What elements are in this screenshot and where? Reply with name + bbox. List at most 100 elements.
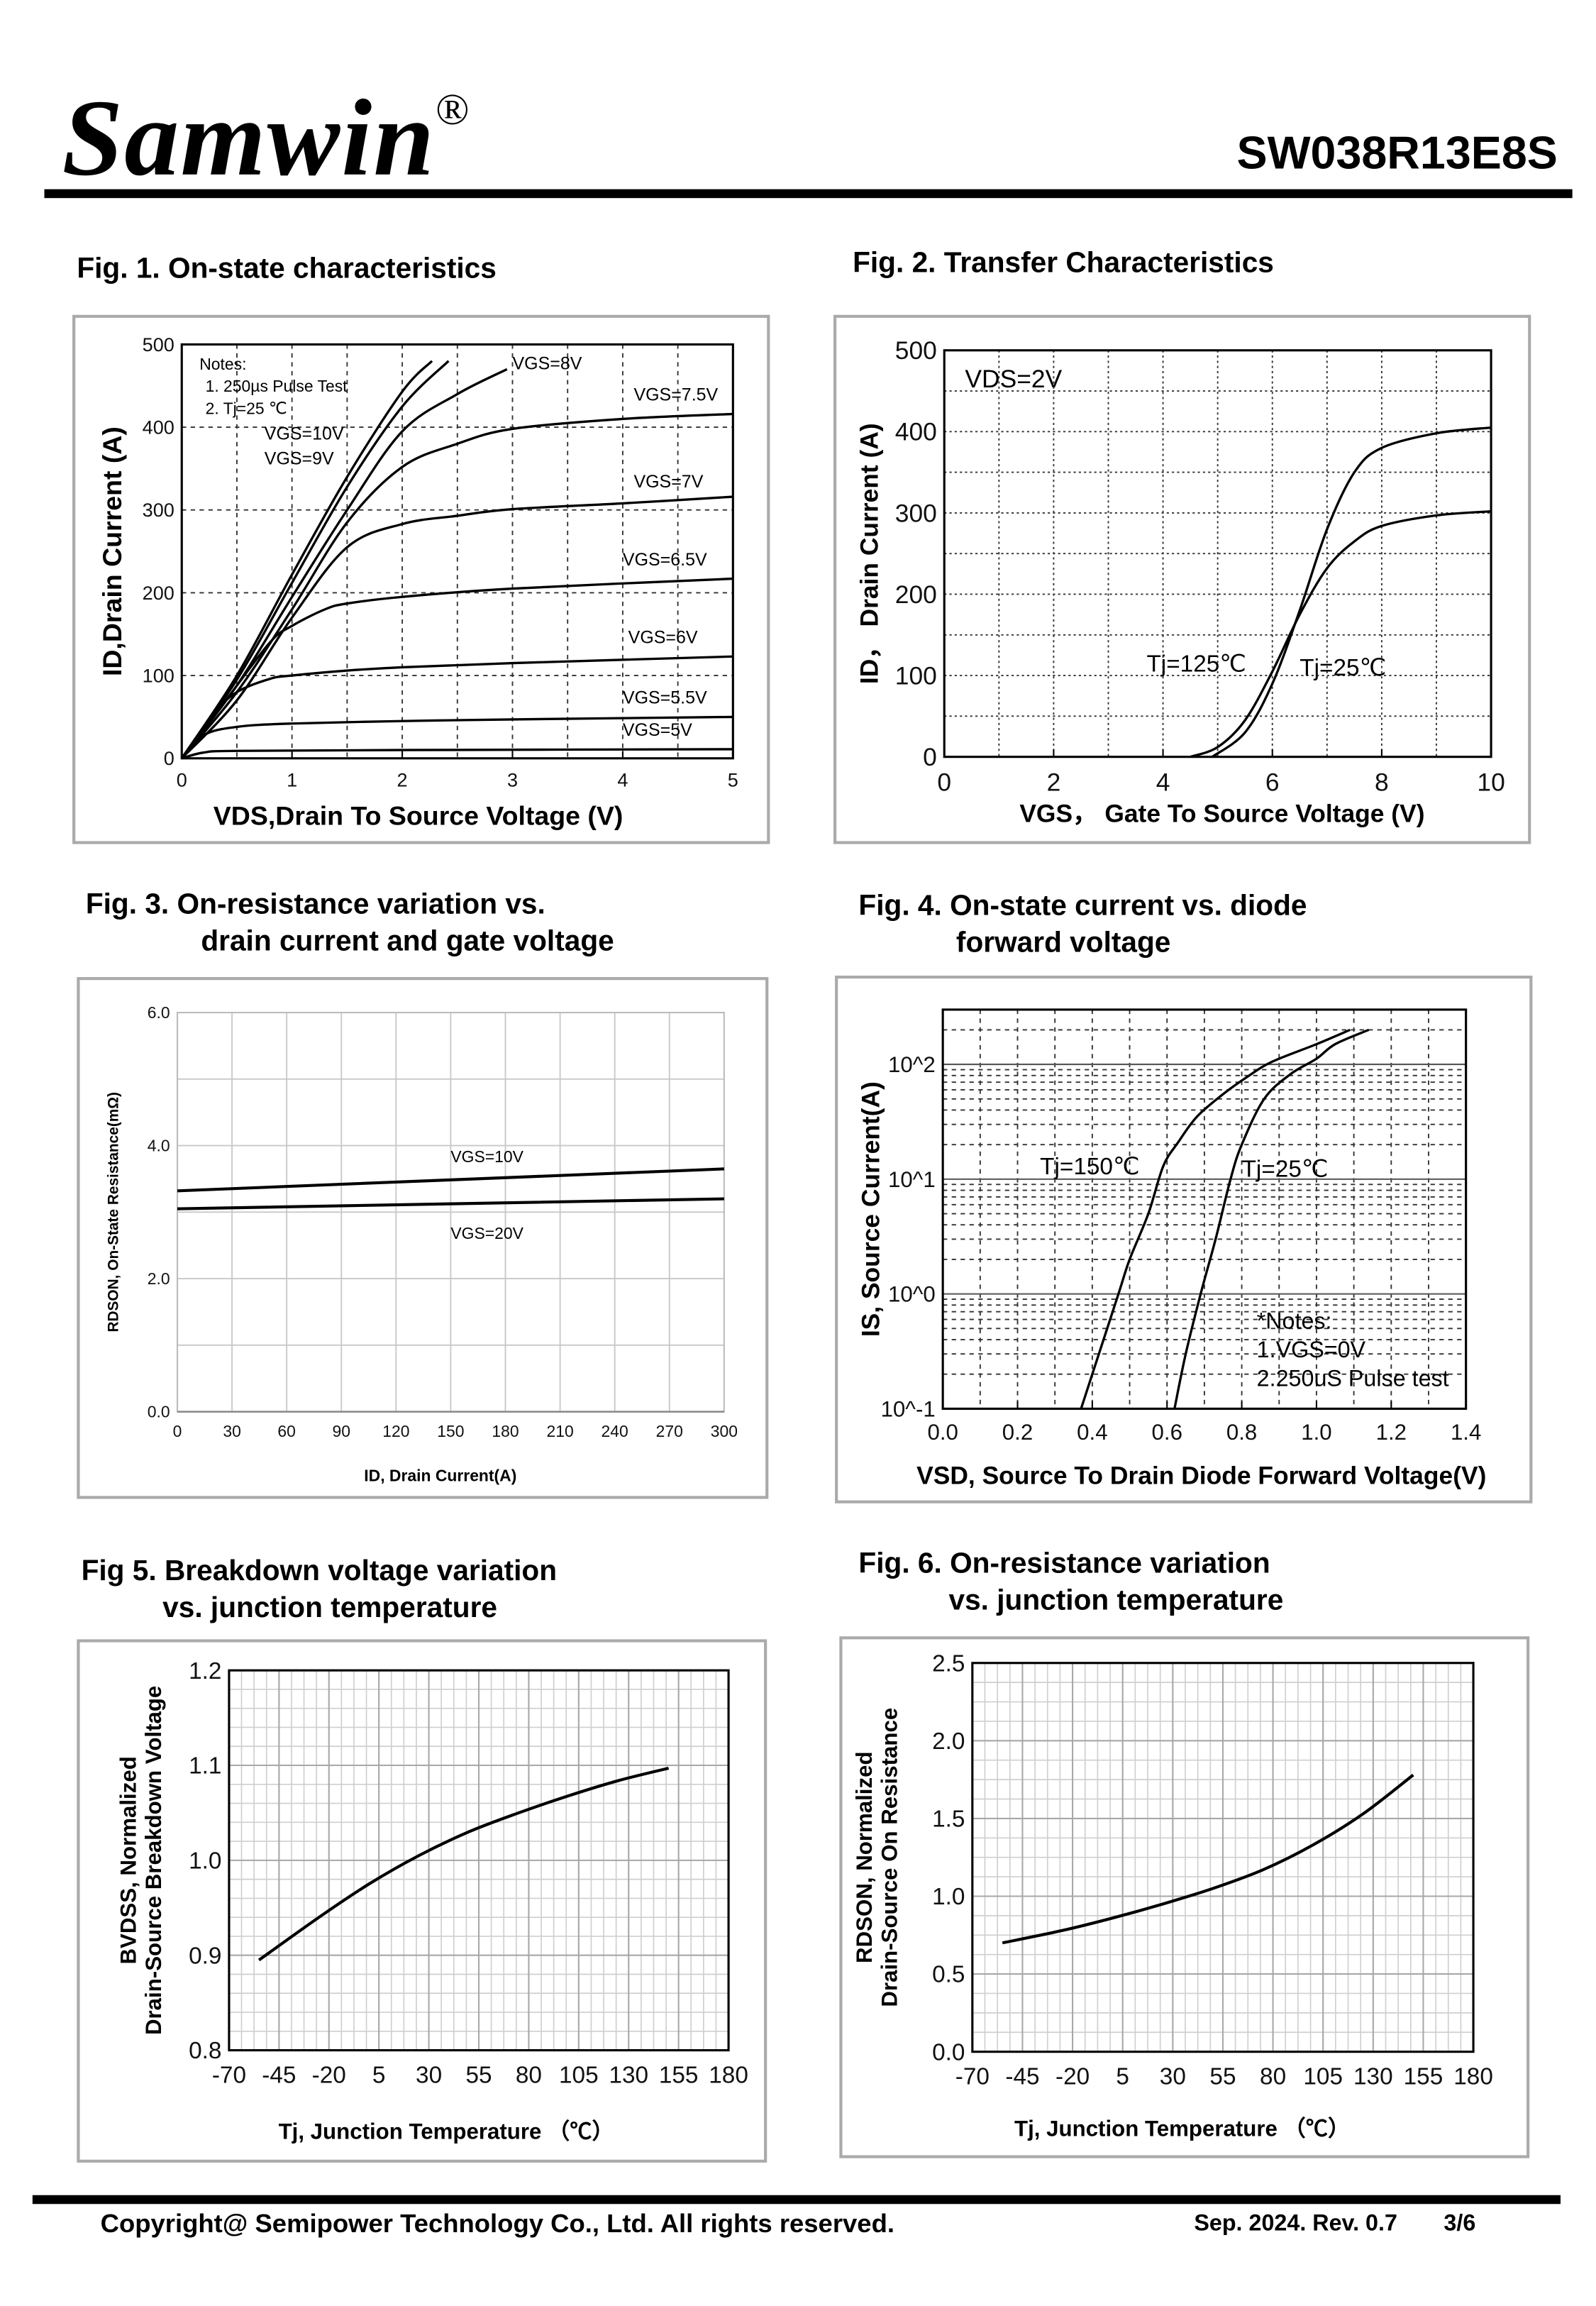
- y-tick-label: 100: [895, 661, 937, 690]
- x-tick-label: 150: [437, 1422, 464, 1440]
- fig-title-line: forward voltage: [955, 927, 1171, 960]
- header-divider: [44, 189, 1573, 199]
- x-tick-label: 55: [465, 2062, 492, 2088]
- x-tick-label: 0: [177, 768, 187, 790]
- plot-area: [943, 349, 1492, 758]
- curve-label: VGS=6.5V: [623, 550, 707, 570]
- y-tick-label: 300: [895, 499, 937, 527]
- curve-label: VGS=10V: [265, 424, 344, 444]
- series-line: [180, 655, 733, 759]
- series-line: [257, 1767, 670, 1962]
- chart-note: 1. 250µs Pulse Test: [206, 377, 348, 395]
- x-tick-label: 3: [507, 768, 518, 790]
- plot-area: [971, 1662, 1475, 2053]
- x-tick-label: 5: [1116, 2063, 1129, 2090]
- registered-mark: ®: [436, 85, 471, 135]
- x-tick-label: 4: [1156, 768, 1170, 797]
- x-tick-label: -70: [212, 2062, 246, 2088]
- series-line: [180, 360, 450, 759]
- fig5-title: Fig 5. Breakdown voltage variation vs. ju…: [82, 1554, 557, 1628]
- y-axis-label: RDSON, Normalized: [852, 1751, 877, 1963]
- x-tick-label: 4: [617, 768, 628, 790]
- y-tick-label: 4.0: [148, 1137, 170, 1155]
- fig6-title: Fig. 6. On-resistance variation vs. junct…: [858, 1546, 1283, 1620]
- y-tick-label: 10^0: [888, 1282, 936, 1307]
- x-tick-label: 30: [416, 2062, 442, 2088]
- y-tick-label: 500: [143, 333, 174, 355]
- x-tick-label: -70: [955, 2063, 990, 2090]
- fig-title-line: vs. junction temperature: [948, 1584, 1284, 1618]
- chart-fig4: 0.0 0.2 0.4 0.6 0.8 1.0 1.2 1.4 10^-1 10^0 10^1 10^…: [835, 975, 1533, 1504]
- fig-title-line: Fig. 3. On-resistance variation vs.: [85, 888, 545, 921]
- chart-note: *Notes:: [1257, 1308, 1332, 1333]
- curve-label: VGS=7V: [633, 472, 703, 492]
- brand-name: Samwin: [62, 78, 436, 200]
- x-tick-label: -20: [1055, 2063, 1090, 2090]
- series-line: [1190, 509, 1492, 758]
- fig-title-line: vs. junction temperature: [162, 1591, 497, 1625]
- revision-text: Sep. 2024. Rev. 0.7: [1194, 2211, 1397, 2237]
- x-tick-label: 300: [711, 1422, 738, 1440]
- y-tick-label: 0.9: [189, 1943, 221, 1969]
- y-tick-label: 300: [143, 499, 174, 521]
- chart-note: 1.VGS=0V: [1257, 1337, 1366, 1362]
- y-tick-label: 2.0: [148, 1269, 170, 1288]
- y-axis-label: IS, Source Current(A): [857, 1081, 885, 1337]
- x-tick-label: 1.2: [1376, 1420, 1407, 1445]
- x-tick-label: 180: [492, 1422, 519, 1440]
- y-tick-label: 0: [923, 743, 937, 771]
- curve-label: Tj=25℃: [1242, 1156, 1329, 1182]
- series-line: [181, 715, 733, 759]
- series-line: [180, 412, 733, 759]
- chart-fig5: -70 -45 -20 5 30 55 80 105 130 155 180 0.8 0.9 1.0 1.1…: [77, 1639, 767, 2163]
- y-tick-label: 10^1: [888, 1167, 936, 1192]
- chart-frame: [72, 314, 770, 844]
- x-tick-label: 1.4: [1451, 1420, 1481, 1445]
- x-tick-label: 0: [937, 768, 951, 797]
- x-tick-label: 80: [516, 2062, 542, 2088]
- grid: [182, 344, 733, 758]
- chart-note: 2. Tj=25 ℃: [206, 399, 287, 417]
- curve-label: VGS=5.5V: [623, 688, 707, 708]
- y-tick-label: 0.0: [148, 1403, 170, 1421]
- x-axis-label: VGS， Gate To Source Voltage (V): [1019, 799, 1424, 827]
- fig3-title: Fig. 3. On-resistance variation vs. drain…: [86, 887, 614, 961]
- y-tick-label: 1.0: [932, 1884, 965, 1910]
- fig1-title: Fig. 1. On-state characteristics: [77, 251, 497, 288]
- y-axis-label: Drain-Source On Resistance: [877, 1708, 902, 2007]
- fig-title-line: Fig. 1. On-state characteristics: [77, 253, 497, 286]
- y-tick-label: 400: [895, 418, 937, 446]
- grid: [944, 350, 1492, 757]
- y-tick-label: 10^2: [888, 1052, 936, 1077]
- x-tick-label: 105: [559, 2062, 599, 2088]
- series-line: [1173, 1028, 1370, 1409]
- x-tick-label: -45: [1005, 2063, 1039, 2090]
- chart-fig3: 0 30 60 90 120 150 180 210 240 270 300 0.0 2.0 4.0 6.0…: [77, 977, 769, 1499]
- x-tick-label: -45: [262, 2062, 296, 2088]
- x-tick-label: 30: [223, 1422, 240, 1440]
- copyright-text: Copyright@ Semipower Technology Co., Ltd…: [100, 2208, 895, 2239]
- x-tick-label: 0.2: [1002, 1420, 1033, 1445]
- curve-label: VGS=9V: [265, 449, 334, 469]
- y-tick-label: 6.0: [148, 1003, 170, 1022]
- series-line: [181, 495, 733, 759]
- fig2-title: Fig. 2. Transfer Characteristics: [853, 246, 1274, 282]
- series-line: [1080, 1028, 1351, 1409]
- x-tick-label: 105: [1303, 2063, 1343, 2090]
- plot-area: [941, 1008, 1468, 1410]
- x-tick-label: 180: [1453, 2063, 1493, 2090]
- footer-divider: [32, 2195, 1561, 2205]
- x-tick-label: 90: [333, 1422, 350, 1440]
- x-tick-label: 0: [173, 1422, 182, 1440]
- x-axis-label: VDS,Drain To Source Voltage (V): [214, 800, 624, 830]
- plot-area: [228, 1669, 730, 2052]
- x-tick-label: 2: [1047, 768, 1061, 797]
- y-tick-label: 100: [143, 665, 174, 687]
- x-axis-label: Tj, Junction Temperature （℃）: [1014, 2116, 1350, 2141]
- x-tick-label: 0.8: [1226, 1420, 1257, 1445]
- x-tick-label: 270: [656, 1422, 683, 1440]
- y-tick-label: 10^-1: [881, 1396, 936, 1421]
- x-tick-label: 0.6: [1152, 1420, 1182, 1445]
